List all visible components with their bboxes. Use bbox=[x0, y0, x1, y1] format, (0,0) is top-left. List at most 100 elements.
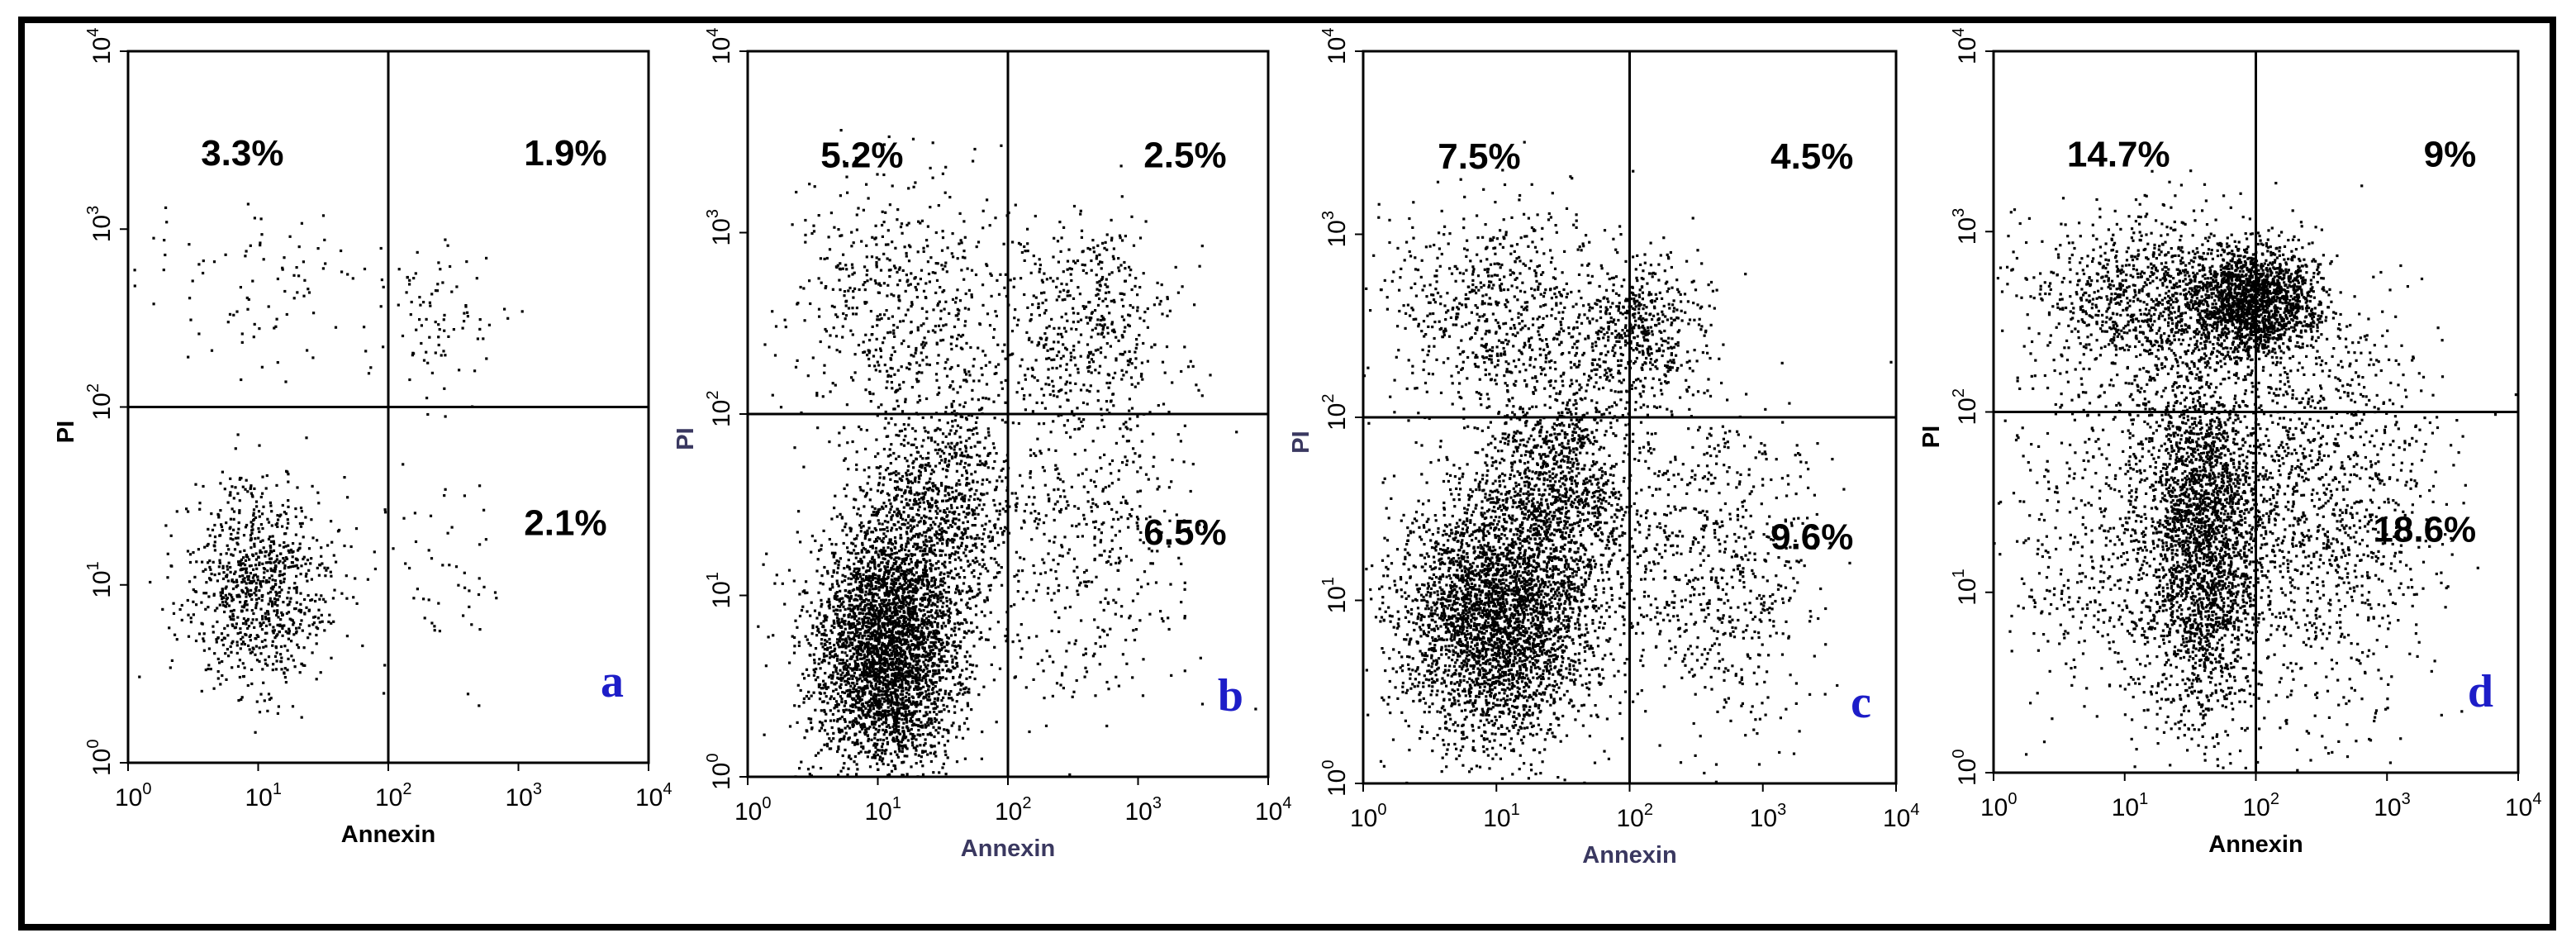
event-point bbox=[334, 326, 338, 329]
event-point bbox=[448, 564, 451, 567]
event-point bbox=[839, 669, 842, 672]
event-point bbox=[874, 683, 877, 686]
event-point bbox=[847, 616, 850, 619]
event-point bbox=[851, 643, 854, 646]
event-point bbox=[878, 476, 882, 479]
event-point bbox=[837, 621, 841, 625]
event-point bbox=[882, 601, 886, 604]
event-point bbox=[903, 583, 906, 586]
event-point bbox=[245, 622, 248, 626]
event-point bbox=[923, 663, 926, 666]
event-point bbox=[915, 586, 918, 590]
event-point bbox=[858, 627, 861, 631]
event-point bbox=[861, 664, 864, 667]
event-point bbox=[891, 627, 895, 631]
event-point bbox=[848, 726, 852, 730]
event-point bbox=[846, 694, 849, 698]
event-point bbox=[965, 482, 968, 485]
event-point bbox=[272, 663, 275, 666]
event-point bbox=[906, 591, 910, 594]
event-point bbox=[860, 745, 863, 749]
event-point bbox=[246, 202, 250, 206]
event-point bbox=[910, 596, 913, 599]
event-point bbox=[855, 694, 858, 697]
event-point bbox=[373, 550, 376, 554]
event-point bbox=[264, 615, 268, 618]
event-point bbox=[890, 637, 893, 640]
event-point bbox=[898, 744, 901, 747]
event-point bbox=[964, 516, 967, 519]
event-point bbox=[835, 571, 839, 574]
event-point bbox=[932, 484, 935, 488]
event-point bbox=[426, 412, 430, 416]
event-point bbox=[912, 648, 915, 651]
event-point bbox=[906, 640, 910, 644]
event-point bbox=[934, 554, 937, 557]
event-point bbox=[226, 568, 230, 571]
event-point bbox=[311, 356, 315, 359]
event-point bbox=[933, 544, 936, 547]
event-point bbox=[895, 637, 898, 640]
event-point bbox=[273, 654, 278, 658]
event-point bbox=[901, 674, 905, 678]
event-point bbox=[901, 653, 905, 656]
event-point bbox=[276, 609, 279, 612]
event-point bbox=[926, 721, 929, 724]
event-point bbox=[964, 378, 967, 382]
event-point bbox=[987, 434, 991, 437]
event-point bbox=[291, 555, 294, 559]
event-point bbox=[261, 668, 264, 671]
event-point bbox=[867, 740, 870, 743]
event-point bbox=[840, 631, 844, 634]
event-point bbox=[844, 708, 848, 712]
event-point bbox=[271, 669, 274, 672]
event-point bbox=[871, 650, 874, 653]
event-point bbox=[839, 678, 843, 682]
event-point bbox=[915, 749, 918, 752]
event-point bbox=[345, 635, 349, 638]
event-point bbox=[890, 529, 893, 532]
event-point bbox=[886, 546, 890, 550]
event-point bbox=[1019, 623, 1023, 626]
event-point bbox=[252, 568, 255, 571]
event-point bbox=[885, 683, 888, 686]
event-point bbox=[327, 620, 330, 624]
event-point bbox=[968, 597, 972, 601]
event-point bbox=[240, 642, 244, 645]
event-point bbox=[915, 678, 919, 682]
event-point bbox=[867, 578, 870, 582]
event-point bbox=[343, 544, 346, 548]
event-point bbox=[262, 258, 265, 261]
event-point bbox=[895, 703, 898, 707]
event-point bbox=[832, 553, 836, 556]
event-point bbox=[249, 534, 253, 537]
event-point bbox=[890, 654, 893, 657]
event-point bbox=[906, 626, 910, 631]
event-point bbox=[231, 623, 234, 626]
event-point bbox=[466, 315, 469, 318]
event-point bbox=[862, 641, 865, 645]
event-point bbox=[242, 617, 245, 621]
event-point bbox=[905, 754, 909, 758]
event-point bbox=[921, 553, 925, 556]
event-point bbox=[255, 505, 259, 508]
event-point bbox=[925, 616, 929, 620]
event-point bbox=[851, 669, 854, 672]
event-point bbox=[305, 606, 308, 609]
event-point bbox=[896, 704, 900, 707]
event-point bbox=[861, 688, 864, 691]
event-point bbox=[942, 762, 945, 765]
event-point bbox=[868, 560, 872, 564]
event-point bbox=[267, 521, 271, 524]
event-point bbox=[934, 754, 938, 758]
x-axis-label: Annexin bbox=[341, 821, 435, 848]
event-point bbox=[484, 538, 487, 541]
event-point bbox=[899, 654, 902, 658]
event-point bbox=[978, 591, 981, 594]
event-point bbox=[259, 607, 263, 611]
event-point bbox=[890, 518, 893, 521]
event-point bbox=[231, 596, 234, 599]
event-point bbox=[949, 569, 953, 573]
event-point bbox=[907, 683, 910, 686]
event-point bbox=[865, 578, 868, 581]
